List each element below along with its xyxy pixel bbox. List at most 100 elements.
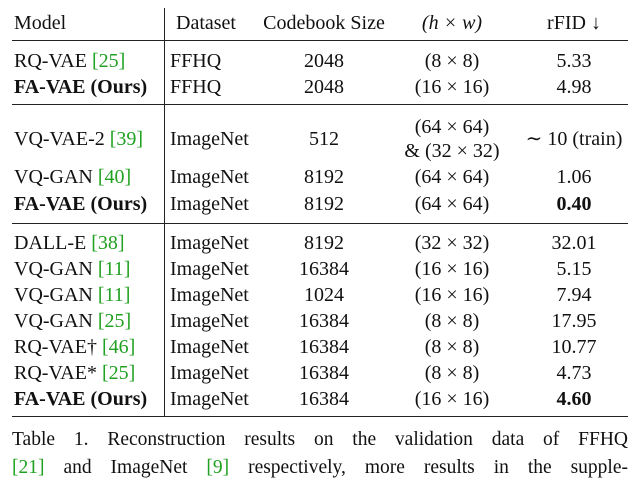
model-name: VQ-GAN [25] — [14, 310, 131, 332]
dataset-cell: FFHQ — [170, 50, 222, 72]
codebook-cell: 512 — [309, 128, 339, 150]
citation: [11] — [97, 258, 131, 280]
group-rule-1 — [12, 104, 628, 105]
rfid-cell: 4.60 — [556, 388, 592, 410]
model-name: FA-VAE (Ours) — [14, 76, 147, 98]
codebook-cell: 16384 — [299, 388, 349, 410]
dataset-cell: ImageNet — [170, 193, 249, 215]
column-divider-1 — [164, 41, 165, 104]
header-codebook: Codebook Size — [263, 12, 385, 34]
dataset-cell: ImageNet — [170, 310, 249, 332]
model-name: DALL-E [38] — [14, 232, 125, 254]
caption-line-1: Table 1. Reconstruction results on the v… — [12, 429, 628, 450]
hw-cell: (8 × 8) — [424, 336, 480, 358]
header-dataset: Dataset — [176, 12, 236, 34]
header-model: Model — [14, 12, 67, 34]
dataset-cell: ImageNet — [170, 284, 249, 306]
model-label: RQ-VAE — [14, 50, 87, 72]
codebook-cell: 2048 — [304, 50, 344, 72]
hw-cell: (64 × 64) — [414, 116, 490, 138]
hw-cell: (8 × 8) — [424, 310, 480, 332]
header-rfid: rFID ↓ — [547, 12, 601, 34]
rfid-cell: 4.73 — [556, 362, 592, 384]
model-name: RQ-VAE [25] — [14, 50, 125, 72]
caption-citation: [9] — [206, 457, 230, 478]
hw-cell: (8 × 8) — [424, 362, 480, 384]
codebook-cell: 8192 — [304, 166, 344, 188]
dataset-cell: ImageNet — [170, 336, 249, 358]
rfid-cell: 1.06 — [556, 166, 592, 188]
citation: [25] — [101, 362, 136, 384]
codebook-cell: 16384 — [299, 336, 349, 358]
dataset-cell: ImageNet — [170, 232, 249, 254]
codebook-cell: 16384 — [299, 258, 349, 280]
citation: [46] — [101, 336, 136, 358]
rfid-cell: 5.15 — [556, 258, 592, 280]
model-label: DALL-E — [14, 232, 87, 254]
citation: [25] — [97, 310, 132, 332]
model-name: VQ-GAN [11] — [14, 258, 130, 280]
citation: [11] — [97, 284, 131, 306]
citation: [38] — [91, 232, 125, 254]
table-caption: Table 1. Reconstruction results on the v… — [12, 426, 628, 482]
citation: [39] — [109, 128, 144, 150]
hw-cell: (32 × 32) — [414, 232, 490, 254]
model-label: VQ-GAN — [14, 284, 93, 306]
caption-text: respectively, more results in the supple… — [229, 457, 628, 478]
rfid-cell: 7.94 — [556, 284, 592, 306]
model-label: VQ-GAN — [14, 166, 93, 188]
caption-text: and ImageNet — [44, 457, 207, 478]
rfid-cell: 17.95 — [551, 310, 597, 332]
caption-citation: [21] — [12, 457, 45, 478]
codebook-cell: 1024 — [304, 284, 344, 306]
column-divider-2 — [164, 105, 165, 223]
model-name: RQ-VAE* [25] — [14, 362, 135, 384]
hw-cell: (16 × 16) — [414, 388, 490, 410]
model-label: VQ-GAN — [14, 258, 93, 280]
hw-cell: (64 × 64) — [414, 166, 490, 188]
codebook-cell: 8192 — [304, 232, 344, 254]
model-name: FA-VAE (Ours) — [14, 193, 147, 215]
citation: [40] — [97, 166, 132, 188]
header-hw: (h × w) — [421, 12, 483, 34]
model-name: VQ-GAN [11] — [14, 284, 130, 306]
hw-cell: (8 × 8) — [424, 50, 480, 72]
dataset-cell: FFHQ — [170, 76, 222, 98]
dataset-cell: ImageNet — [170, 258, 249, 280]
model-name: FA-VAE (Ours) — [14, 388, 147, 410]
dataset-cell: ImageNet — [170, 362, 249, 384]
dataset-cell: ImageNet — [170, 128, 249, 150]
model-label: FA-VAE (Ours) — [14, 388, 148, 410]
caption-line-2: [21] and ImageNet [9] respectively, more… — [12, 454, 628, 482]
codebook-cell: 8192 — [304, 193, 344, 215]
rfid-cell: 0.40 — [556, 193, 592, 215]
bottom-rule — [12, 416, 628, 417]
model-label: FA-VAE (Ours) — [14, 76, 148, 98]
column-divider-3 — [164, 224, 165, 416]
model-label: FA-VAE (Ours) — [14, 193, 148, 215]
rfid-cell: 32.01 — [551, 232, 597, 254]
codebook-cell: 2048 — [304, 76, 344, 98]
top-rule — [12, 40, 628, 41]
model-name: VQ-VAE-2 [39] — [14, 128, 143, 150]
hw-cell: (64 × 64) — [414, 193, 490, 215]
model-name: VQ-GAN [40] — [14, 166, 131, 188]
rfid-cell: 5.33 — [556, 50, 592, 72]
hw-cell-line-2: & (32 × 32) — [404, 140, 500, 162]
model-label: VQ-GAN — [14, 310, 93, 332]
rfid-cell: 4.98 — [556, 76, 592, 98]
model-name: RQ-VAE† [46] — [14, 336, 135, 358]
hw-cell: (16 × 16) — [414, 284, 490, 306]
model-label: RQ-VAE* — [14, 362, 97, 384]
dataset-cell: ImageNet — [170, 166, 249, 188]
rfid-cell: ∼ 10 (train) — [525, 128, 623, 150]
header-divider — [164, 8, 165, 40]
hw-cell: (16 × 16) — [414, 258, 490, 280]
model-label: VQ-VAE-2 — [14, 128, 105, 150]
citation: [25] — [91, 50, 126, 72]
dataset-cell: ImageNet — [170, 388, 249, 410]
group-rule-2 — [12, 223, 628, 224]
codebook-cell: 16384 — [299, 310, 349, 332]
hw-cell: (16 × 16) — [414, 76, 490, 98]
rfid-cell: 10.77 — [551, 336, 597, 358]
